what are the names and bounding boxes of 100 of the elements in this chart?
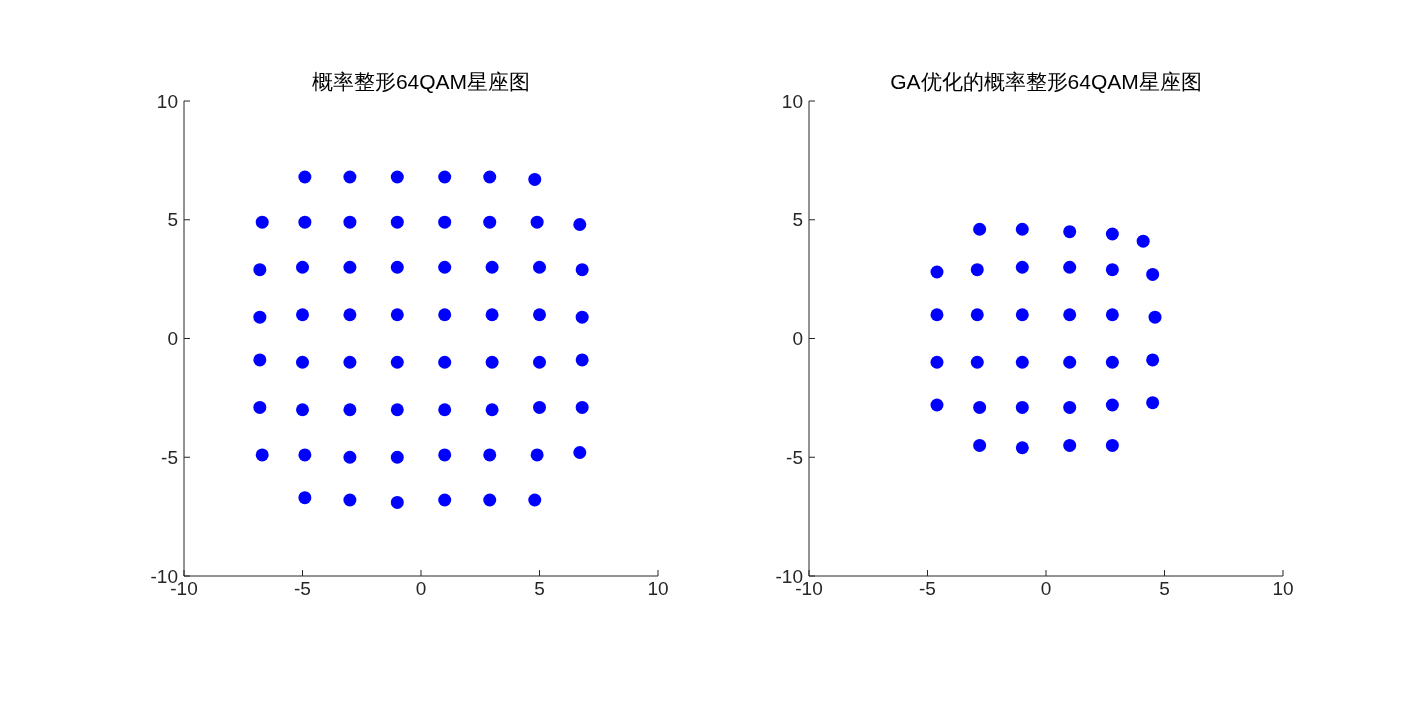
point bbox=[930, 265, 944, 279]
point bbox=[438, 215, 452, 229]
point bbox=[930, 308, 944, 322]
point bbox=[930, 355, 944, 369]
point bbox=[390, 403, 404, 417]
y-tick-label: 0 bbox=[167, 328, 178, 350]
point bbox=[483, 215, 497, 229]
point bbox=[1015, 222, 1029, 236]
point bbox=[343, 450, 357, 464]
point bbox=[298, 491, 312, 505]
point bbox=[575, 400, 589, 414]
point bbox=[253, 310, 267, 324]
point bbox=[1015, 400, 1029, 414]
y-tick-label: -5 bbox=[786, 446, 803, 468]
point bbox=[573, 218, 587, 231]
point bbox=[253, 400, 267, 414]
point bbox=[390, 450, 404, 464]
point bbox=[390, 308, 404, 322]
point bbox=[296, 355, 309, 369]
point bbox=[255, 215, 269, 229]
point bbox=[438, 403, 452, 417]
point bbox=[438, 260, 452, 274]
point bbox=[1146, 353, 1160, 367]
x-tick-label: 0 bbox=[1040, 578, 1052, 600]
point bbox=[1136, 234, 1150, 248]
point bbox=[1015, 260, 1029, 274]
y-tick-label: 10 bbox=[781, 90, 803, 112]
point bbox=[485, 403, 499, 417]
point bbox=[343, 493, 357, 507]
point bbox=[298, 215, 312, 229]
point bbox=[575, 310, 589, 324]
point bbox=[343, 170, 357, 184]
y-tick-label: 10 bbox=[156, 90, 178, 112]
point bbox=[970, 308, 984, 322]
y-tick-label: 5 bbox=[792, 209, 803, 231]
point bbox=[970, 355, 984, 369]
point bbox=[1105, 355, 1119, 369]
point bbox=[390, 215, 404, 229]
point bbox=[533, 308, 546, 322]
point bbox=[483, 448, 497, 462]
point bbox=[575, 353, 589, 367]
point bbox=[343, 260, 357, 274]
point bbox=[1105, 227, 1119, 241]
x-tick-label: 5 bbox=[1159, 578, 1170, 600]
y-tick-label: 5 bbox=[167, 209, 178, 231]
x-tick-label: 10 bbox=[647, 578, 669, 600]
point bbox=[438, 355, 452, 369]
chart-title: GA优化的概率整形64QAM星座图 bbox=[889, 69, 1203, 95]
point bbox=[1063, 438, 1077, 452]
point bbox=[573, 446, 587, 459]
point bbox=[1105, 438, 1119, 452]
point bbox=[1015, 308, 1029, 322]
point bbox=[1063, 308, 1077, 322]
point bbox=[533, 355, 546, 369]
point bbox=[253, 353, 267, 367]
point bbox=[485, 308, 499, 322]
x-tick-label: 10 bbox=[1272, 578, 1294, 600]
y-tick-label: 0 bbox=[792, 328, 803, 350]
point bbox=[533, 400, 546, 414]
point bbox=[438, 308, 452, 322]
point bbox=[533, 260, 546, 274]
point bbox=[1105, 263, 1119, 277]
point bbox=[390, 260, 404, 274]
point bbox=[343, 308, 357, 322]
point bbox=[438, 170, 452, 184]
point bbox=[485, 260, 499, 274]
point bbox=[1105, 398, 1119, 412]
point bbox=[343, 403, 357, 417]
point bbox=[298, 448, 312, 462]
point bbox=[255, 448, 269, 462]
point bbox=[930, 398, 944, 412]
point bbox=[1146, 396, 1160, 410]
point bbox=[343, 355, 357, 369]
point bbox=[530, 448, 544, 462]
point bbox=[1063, 355, 1077, 369]
point bbox=[298, 170, 312, 184]
point bbox=[575, 263, 589, 277]
point bbox=[343, 215, 357, 229]
point bbox=[483, 493, 497, 507]
point bbox=[1063, 400, 1077, 414]
point bbox=[296, 403, 309, 417]
point bbox=[296, 308, 309, 322]
point bbox=[1063, 260, 1077, 274]
y-tick-label: -5 bbox=[161, 446, 178, 468]
x-tick-label: 5 bbox=[534, 578, 545, 600]
point bbox=[973, 222, 987, 236]
chart-title: 概率整形64QAM星座图 bbox=[310, 69, 532, 95]
point bbox=[528, 172, 542, 186]
point bbox=[253, 263, 267, 277]
point bbox=[390, 170, 404, 184]
x-tick-label: 0 bbox=[415, 578, 427, 600]
point bbox=[530, 215, 544, 229]
point bbox=[483, 170, 497, 184]
point bbox=[1063, 225, 1077, 239]
point bbox=[973, 438, 987, 452]
x-tick-label: -5 bbox=[294, 578, 311, 600]
point bbox=[438, 493, 452, 507]
point bbox=[973, 400, 987, 414]
point bbox=[390, 495, 404, 509]
point bbox=[1015, 441, 1029, 455]
